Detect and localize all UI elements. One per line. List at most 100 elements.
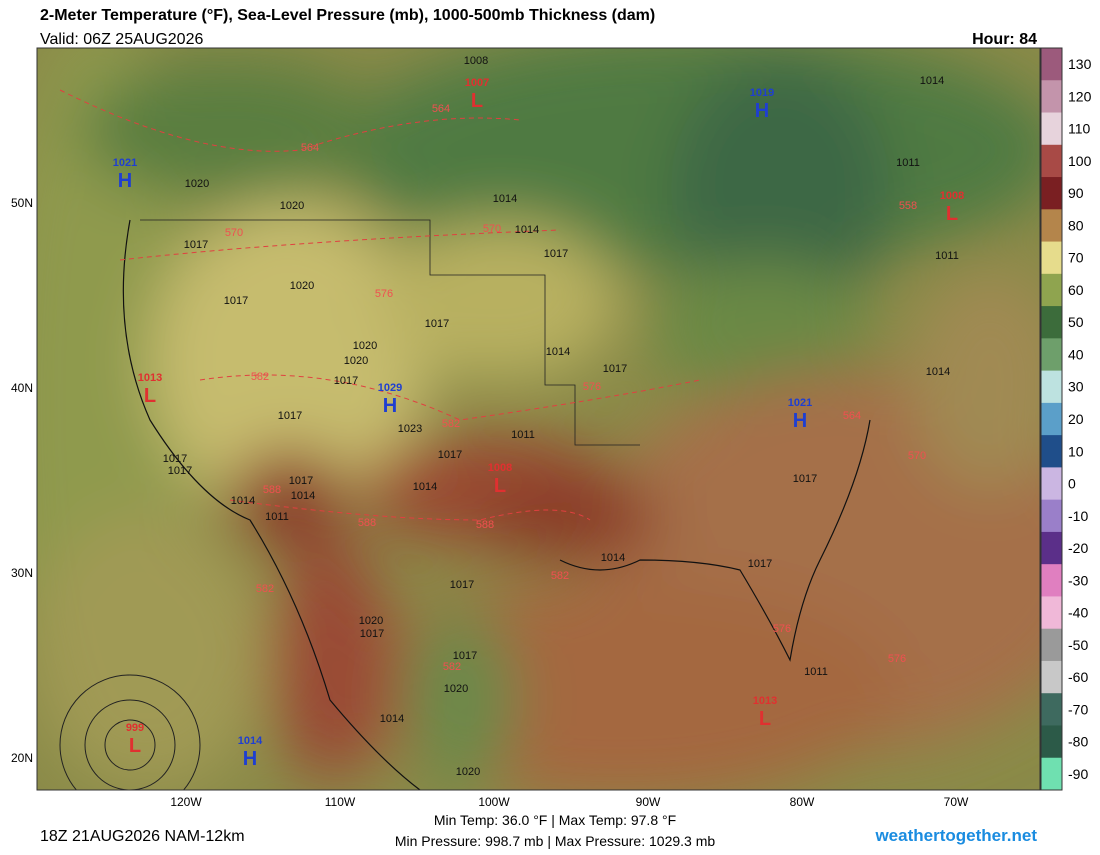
pressure-value: 1029 <box>378 382 402 394</box>
thickness-label: 564 <box>432 103 450 115</box>
colorbar-label: 90 <box>1068 185 1084 201</box>
thickness-label: 570 <box>483 223 501 235</box>
isobar-label: 1011 <box>935 250 959 262</box>
model-run: 18Z 21AUG2026 NAM-12km <box>40 828 245 845</box>
colorbar-swatch <box>1041 209 1062 243</box>
colorbar-label: 120 <box>1068 88 1092 104</box>
thickness-label: 588 <box>358 517 376 529</box>
isobar-label: 1014 <box>926 366 950 378</box>
colorbar-label: 0 <box>1068 476 1076 492</box>
colorbar-swatch <box>1041 596 1062 630</box>
thickness-label: 588 <box>476 519 494 531</box>
isobar-label: 1014 <box>601 552 625 564</box>
thickness-label: 564 <box>301 142 319 154</box>
isobar-label: 1017 <box>544 248 568 260</box>
colorbar-label: -80 <box>1068 734 1088 750</box>
pressure-range: Min Pressure: 998.7 mb | Max Pressure: 1… <box>395 833 716 849</box>
pressure-letter: L <box>759 708 771 730</box>
lon-label: 80W <box>790 795 815 809</box>
colorbar-label: 100 <box>1068 153 1092 169</box>
isobar-label: 1017 <box>163 453 187 465</box>
thickness-label: 582 <box>251 371 269 383</box>
isobar-label: 1023 <box>398 423 422 435</box>
pressure-value: 1008 <box>488 462 512 474</box>
temp-range: Min Temp: 36.0 °F | Max Temp: 97.8 °F <box>434 812 676 828</box>
isobar-label: 1017 <box>289 475 313 487</box>
colorbar-label: -60 <box>1068 669 1088 685</box>
pressure-value: 1007 <box>465 77 489 89</box>
colorbar-label: -10 <box>1068 508 1088 524</box>
isobar-label: 1020 <box>290 280 314 292</box>
lat-label: 20N <box>11 751 33 765</box>
lon-label: 100W <box>478 795 510 809</box>
colorbar-label: -30 <box>1068 572 1088 588</box>
colorbar-label: 50 <box>1068 314 1084 330</box>
thickness-label: 582 <box>256 583 274 595</box>
colorbar-frame <box>1040 47 1063 791</box>
colorbar-swatch <box>1041 402 1062 436</box>
isobar-label: 1011 <box>265 511 289 523</box>
colorbar-label: 70 <box>1068 250 1084 266</box>
isobar-label: 1020 <box>344 355 368 367</box>
map-frame <box>36 47 1041 791</box>
colorbar-label: 10 <box>1068 443 1084 459</box>
colorbar-swatch <box>1041 660 1062 694</box>
colorbar-label: 60 <box>1068 282 1084 298</box>
isobar-label: 1014 <box>515 224 539 236</box>
pressure-letter: L <box>144 385 156 407</box>
thickness-label: 570 <box>908 450 926 462</box>
lat-label: 30N <box>11 566 33 580</box>
thickness-label: 576 <box>375 288 393 300</box>
pressure-value: 999 <box>126 722 144 734</box>
isobar-label: 1020 <box>456 766 480 778</box>
isobar-label: 1008 <box>464 55 488 67</box>
colorbar-label: 80 <box>1068 217 1084 233</box>
colorbar-swatch <box>1041 241 1062 275</box>
isobar-label: 1017 <box>334 375 358 387</box>
thickness-label: 576 <box>583 381 601 393</box>
isobar-label: 1017 <box>793 473 817 485</box>
pressure-letter: H <box>755 100 769 122</box>
lat-label: 40N <box>11 381 33 395</box>
thickness-label: 576 <box>773 623 791 635</box>
colorbar-label: 110 <box>1068 121 1091 137</box>
colorbar-swatch <box>1041 177 1062 210</box>
isobar-label: 1017 <box>603 363 627 375</box>
colorbar-swatch <box>1041 144 1062 178</box>
lat-label: 50N <box>11 196 33 210</box>
isobar-label: 1017 <box>184 239 208 251</box>
thickness-label: 564 <box>843 410 861 422</box>
pressure-value: 1008 <box>940 190 964 202</box>
valid-time: Valid: 06Z 25AUG2026 <box>40 31 203 48</box>
colorbar-swatch <box>1041 48 1062 81</box>
colorbar-swatch <box>1041 725 1062 759</box>
colorbar-swatch <box>1041 499 1062 533</box>
colorbar-swatch <box>1041 80 1062 114</box>
colorbar-label: -40 <box>1068 605 1088 621</box>
pressure-value: 1021 <box>788 397 812 409</box>
isobar-label: 1014 <box>493 193 517 205</box>
thickness-label: 582 <box>551 570 569 582</box>
pressure-letter: H <box>793 410 807 432</box>
pressure-letter: L <box>946 203 958 225</box>
colorbar-label: -50 <box>1068 637 1088 653</box>
pressure-letter: H <box>243 748 257 770</box>
lon-label: 90W <box>636 795 661 809</box>
title: 2-Meter Temperature (°F), Sea-Level Pres… <box>40 7 655 24</box>
forecast-hour: Hour: 84 <box>972 31 1037 48</box>
isobar-label: 1014 <box>231 495 255 507</box>
isobar-label: 1014 <box>380 713 404 725</box>
colorbar-swatch <box>1041 693 1062 726</box>
colorbar-label: 20 <box>1068 411 1084 427</box>
thickness-label: 582 <box>442 418 460 430</box>
pressure-value: 1013 <box>138 372 162 384</box>
site-name: weathertogether.net <box>874 826 1037 845</box>
isobar-label: 1020 <box>359 615 383 627</box>
colorbar-swatch <box>1041 628 1062 662</box>
pressure-letter: H <box>383 395 397 417</box>
colorbar-swatch <box>1041 112 1062 146</box>
isobar-label: 1011 <box>804 666 828 678</box>
isobar-label: 1020 <box>280 200 304 212</box>
isobar-label: 1011 <box>511 429 535 441</box>
